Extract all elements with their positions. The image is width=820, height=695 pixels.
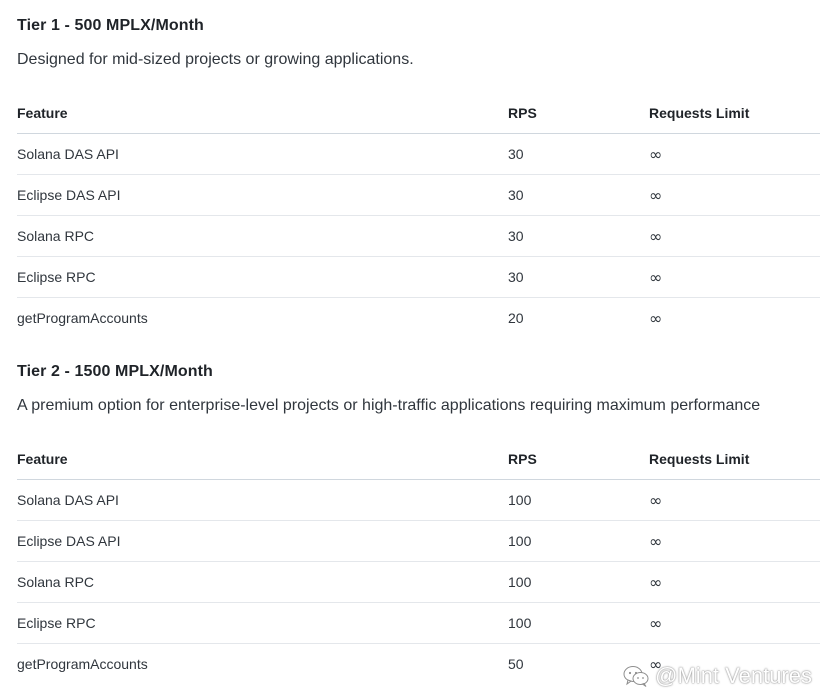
tier-description: Designed for mid-sized projects or growi… — [17, 51, 414, 68]
table-row: Solana DAS API 100 ∞ — [17, 479, 820, 521]
rps-cell: 30 — [508, 215, 649, 257]
requests-limit-cell: ∞ — [649, 174, 820, 216]
requests-limit-cell: ∞ — [649, 308, 663, 328]
tier-title: Tier 2 - 1500 MPLX/Month — [17, 363, 213, 380]
table-row: Solana RPC 30 ∞ — [17, 215, 820, 257]
table-header-row: Feature RPS Requests Limit — [17, 93, 820, 134]
table-row: Eclipse DAS API 30 ∞ — [17, 174, 820, 216]
feature-cell: Eclipse DAS API — [17, 174, 508, 216]
table-row: Eclipse RPC 100 ∞ — [17, 602, 820, 644]
rps-cell: 100 — [508, 602, 649, 644]
tier-1-feature-table: Feature RPS Requests Limit Solana DAS AP… — [17, 93, 820, 338]
rps-cell: 30 — [508, 256, 649, 298]
table-row: Solana DAS API 30 ∞ — [17, 133, 820, 175]
column-header-requests-limit: Requests Limit — [649, 93, 820, 134]
table-row: Eclipse DAS API 100 ∞ — [17, 520, 820, 562]
requests-limit-cell: ∞ — [649, 602, 820, 644]
rps-cell: 30 — [508, 174, 649, 216]
feature-cell: Eclipse DAS API — [17, 520, 508, 562]
rps-cell: 100 — [508, 561, 649, 603]
column-header-feature: Feature — [17, 439, 508, 480]
requests-limit-cell: ∞ — [649, 479, 820, 521]
feature-cell: Solana RPC — [17, 215, 508, 257]
requests-limit-cell: ∞ — [649, 654, 663, 674]
column-header-requests-limit: Requests Limit — [649, 439, 820, 480]
rps-cell: 30 — [508, 133, 649, 175]
column-header-rps: RPS — [508, 93, 649, 134]
table-row: Solana RPC 100 ∞ — [17, 561, 820, 603]
feature-cell: Eclipse RPC — [17, 602, 508, 644]
feature-cell: Solana DAS API — [17, 133, 508, 175]
rps-cell: 100 — [508, 479, 649, 521]
requests-limit-cell: ∞ — [649, 133, 820, 175]
table-header-row: Feature RPS Requests Limit — [17, 439, 820, 480]
feature-cell: Solana DAS API — [17, 479, 508, 521]
tier-description: A premium option for enterprise-level pr… — [17, 397, 761, 414]
rps-cell: 20 — [508, 310, 524, 326]
table-row: getProgramAccounts 50 ∞ — [17, 644, 820, 685]
requests-limit-cell: ∞ — [649, 561, 820, 603]
column-header-feature: Feature — [17, 93, 508, 134]
feature-cell: getProgramAccounts — [17, 656, 148, 672]
table-row: getProgramAccounts 20 ∞ — [17, 298, 820, 339]
feature-cell: Solana RPC — [17, 561, 508, 603]
tier-title: Tier 1 - 500 MPLX/Month — [17, 17, 204, 34]
requests-limit-cell: ∞ — [649, 256, 820, 298]
rps-cell: 100 — [508, 520, 649, 562]
feature-cell: Eclipse RPC — [17, 256, 508, 298]
requests-limit-cell: ∞ — [649, 520, 820, 562]
rps-cell: 50 — [508, 656, 524, 672]
column-header-rps: RPS — [508, 439, 649, 480]
requests-limit-cell: ∞ — [649, 215, 820, 257]
table-row: Eclipse RPC 30 ∞ — [17, 256, 820, 298]
feature-cell: getProgramAccounts — [17, 310, 148, 326]
tier-2-feature-table: Feature RPS Requests Limit Solana DAS AP… — [17, 439, 820, 684]
